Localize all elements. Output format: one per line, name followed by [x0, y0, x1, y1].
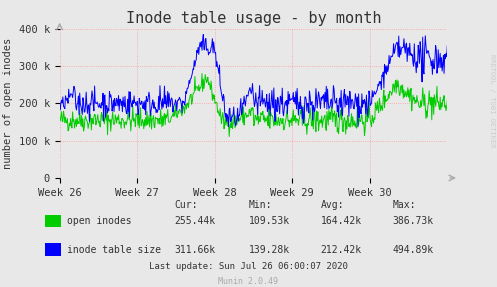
Text: Cur:: Cur: [174, 200, 197, 210]
Text: Avg:: Avg: [321, 200, 344, 210]
Text: 212.42k: 212.42k [321, 245, 362, 255]
Text: 386.73k: 386.73k [393, 216, 434, 226]
Text: 164.42k: 164.42k [321, 216, 362, 226]
Text: 255.44k: 255.44k [174, 216, 215, 226]
Title: Inode table usage - by month: Inode table usage - by month [126, 11, 381, 26]
Text: Min:: Min: [248, 200, 272, 210]
Text: open inodes: open inodes [67, 216, 132, 226]
Y-axis label: number of open inodes: number of open inodes [3, 38, 13, 169]
Text: Last update: Sun Jul 26 06:00:07 2020: Last update: Sun Jul 26 06:00:07 2020 [149, 262, 348, 272]
Text: Max:: Max: [393, 200, 416, 210]
Text: inode table size: inode table size [67, 245, 161, 255]
Text: 109.53k: 109.53k [248, 216, 290, 226]
Text: 311.66k: 311.66k [174, 245, 215, 255]
Text: 139.28k: 139.28k [248, 245, 290, 255]
Text: 494.89k: 494.89k [393, 245, 434, 255]
Text: Munin 2.0.49: Munin 2.0.49 [219, 277, 278, 286]
Text: RRDTOOL / TOBI OETIKER: RRDTOOL / TOBI OETIKER [489, 54, 495, 147]
